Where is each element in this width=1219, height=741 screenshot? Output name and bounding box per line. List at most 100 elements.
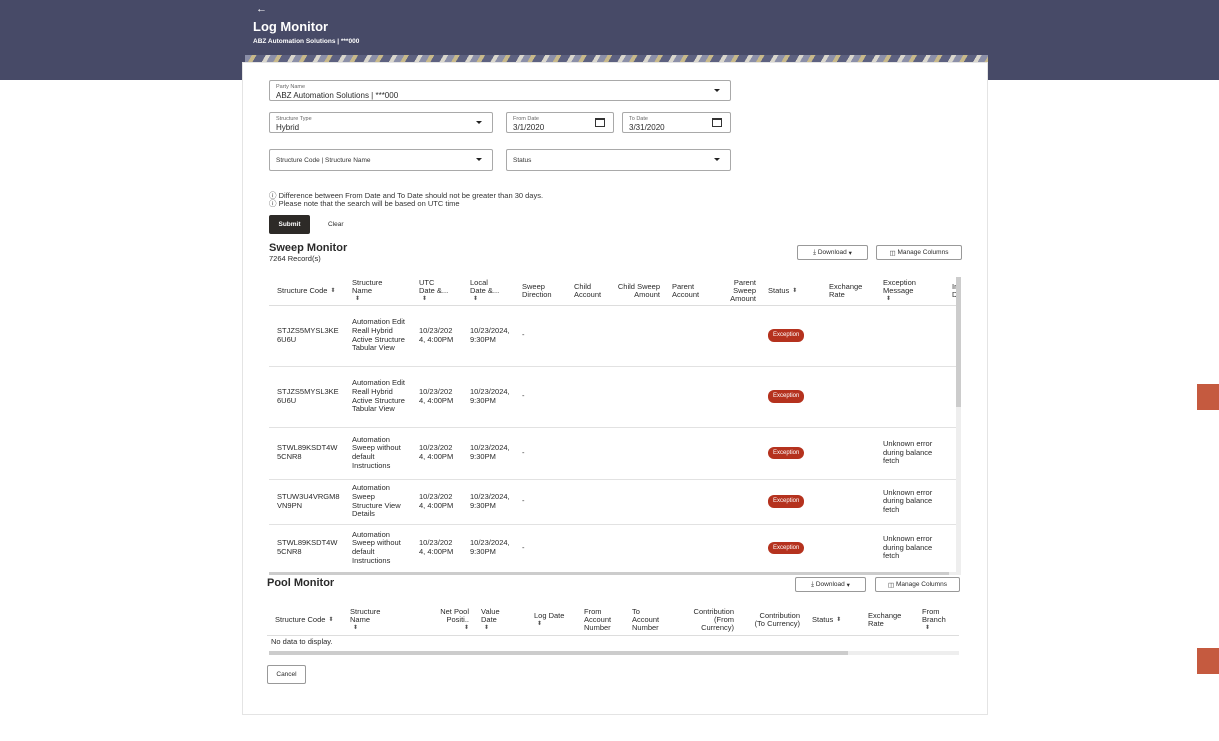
- manage-columns-button[interactable]: ◫ Manage Columns: [875, 577, 960, 592]
- cell: 10/23/2024, 9:30PM: [462, 479, 514, 525]
- cell: Automation Sweep without default Instruc…: [344, 524, 411, 573]
- cell: [698, 366, 760, 428]
- column-header: Net Pool Positi..⬍: [409, 605, 473, 636]
- submit-button[interactable]: Submit: [269, 215, 310, 234]
- to-date-field[interactable]: To Date 3/31/2020: [622, 112, 731, 133]
- cell-text: Unknown error during balance fetch: [883, 487, 933, 514]
- column-header: Child Sweep Amount: [600, 277, 664, 306]
- cell: Unknown error during balance fetch: [875, 427, 944, 480]
- table: Structure Code ⬍ Structure Name⬍ Net Pool P…: [267, 605, 959, 650]
- column-label: From Branch: [922, 606, 946, 624]
- value: 3/1/2020: [513, 123, 545, 132]
- note-text: Difference between From Date and To Date…: [278, 191, 544, 200]
- download-button[interactable]: ⤓ Download ▾: [797, 245, 868, 260]
- cell-text: Automation Edit Reall Hybrid Active Stru…: [352, 378, 405, 414]
- cell: Exception: [760, 305, 821, 367]
- cell: STWL89KSDT4W5CNR8: [269, 524, 344, 573]
- cell: 10/23/2024, 4:00PM: [411, 479, 462, 525]
- label: Party Name: [276, 84, 306, 90]
- cell-text: STWL89KSDT4W5CNR8: [277, 538, 338, 556]
- cell: [664, 524, 698, 573]
- cell: [875, 305, 944, 367]
- column-header: Local Date &...⬍: [462, 277, 514, 306]
- pool-table: Structure Code ⬍ Structure Name⬍ Net Pool P…: [267, 605, 959, 650]
- header-row: Structure Code ⬍ Structure Name⬍ UTC Date &…: [269, 277, 956, 306]
- record-count: 7264 Record(s): [269, 254, 321, 263]
- cell: [600, 366, 664, 428]
- column-label: Structure Code: [277, 285, 328, 295]
- section-title: Sweep Monitor: [269, 242, 348, 254]
- structure-code-field[interactable]: Structure Code | Structure Name: [269, 149, 493, 171]
- cell: [944, 366, 956, 428]
- table-row: STWL89KSDT4W5CNR8 Automation Sweep withou…: [269, 524, 956, 573]
- feedback-button[interactable]: [1197, 384, 1219, 410]
- from-date-field[interactable]: From Date 3/1/2020: [506, 112, 614, 133]
- cell: 10/23/2024, 4:00PM: [411, 305, 462, 367]
- structure-type-field[interactable]: Structure Type Hybrid: [269, 112, 493, 133]
- cell: [698, 305, 760, 367]
- column-label: Sweep Direction: [522, 281, 552, 299]
- feedback-button[interactable]: [1197, 648, 1219, 674]
- party-name-field[interactable]: Party Name ABZ Automation Solutions | **…: [269, 80, 731, 101]
- sort-icon: ⬍: [422, 295, 428, 302]
- column-header: To Account Number: [624, 605, 673, 636]
- status-badge: Exception: [768, 446, 805, 460]
- sort-icon: ⬍: [836, 616, 842, 623]
- cell: [600, 427, 664, 480]
- cell-text: Unknown error during balance fetch: [883, 534, 933, 561]
- manage-columns-button[interactable]: ◫ Manage Columns: [876, 245, 962, 260]
- banner-strip: [245, 55, 988, 63]
- column-header: Exchange Rate: [860, 605, 914, 636]
- cell: [698, 524, 760, 573]
- cell: [664, 366, 698, 428]
- cell: Exception: [760, 524, 821, 573]
- download-button[interactable]: ⤓ Download ▾: [795, 577, 866, 592]
- cell: Unknown error during balance fetch: [875, 524, 944, 573]
- status-field[interactable]: Status: [506, 149, 731, 171]
- cell: 10/23/2024, 9:30PM: [462, 427, 514, 480]
- column-header: Structure Code ⬍: [267, 605, 342, 636]
- cell: Exception: [760, 427, 821, 480]
- scrollbar: [269, 572, 961, 575]
- column-header: From Account Number: [576, 605, 624, 636]
- cell: [944, 479, 956, 525]
- column-header: Structure Name⬍: [344, 277, 411, 306]
- cell: -: [514, 524, 566, 573]
- cell: Automation Edit Reall Hybrid Active Stru…: [344, 366, 411, 428]
- sort-icon: ⬍: [463, 624, 469, 631]
- cell-text: -: [522, 542, 525, 552]
- clear-button[interactable]: Clear: [328, 221, 344, 228]
- cell-text: 10/23/2024, 9:30PM: [470, 325, 510, 344]
- column-label: Local Date &...: [470, 277, 500, 295]
- label: Download: [815, 581, 845, 588]
- column-label: Structure Name: [350, 606, 381, 624]
- cell: [664, 479, 698, 525]
- column-header: Status ⬍: [760, 277, 821, 306]
- table-row: STWL89KSDT4W5CNR8 Automation Sweep withou…: [269, 427, 956, 480]
- empty-message: No data to display.: [267, 635, 959, 650]
- column-header: Ins De: [944, 277, 956, 306]
- value: 3/31/2020: [629, 123, 665, 132]
- cell: Unknown error during balance fetch: [875, 479, 944, 525]
- cell: [944, 524, 956, 573]
- cell: -: [514, 479, 566, 525]
- cell: [566, 305, 600, 367]
- label: Manage Columns: [896, 581, 947, 588]
- cell: [875, 366, 944, 428]
- cell-text: Automation Sweep Structure View Details: [352, 483, 401, 519]
- back-button[interactable]: ←: [256, 3, 267, 15]
- cell-text: 10/23/2024, 4:00PM: [419, 386, 454, 405]
- cell-text: -: [522, 496, 525, 506]
- column-label: Parent Sweep Amount: [730, 277, 756, 303]
- column-label: Net Pool Positi..: [440, 606, 469, 624]
- column-label: Exchange Rate: [868, 610, 902, 628]
- label: Manage Columns: [897, 249, 949, 256]
- sort-icon: ⬍: [353, 624, 359, 631]
- column-header: Parent Account: [664, 277, 699, 306]
- cancel-button[interactable]: Cancel: [267, 665, 306, 684]
- cell-text: 10/23/2024, 4:00PM: [419, 538, 454, 556]
- cell: Exception: [760, 366, 821, 428]
- note: ⓘ Please note that the search will be ba…: [269, 199, 460, 208]
- status-badge: Exception: [768, 541, 805, 555]
